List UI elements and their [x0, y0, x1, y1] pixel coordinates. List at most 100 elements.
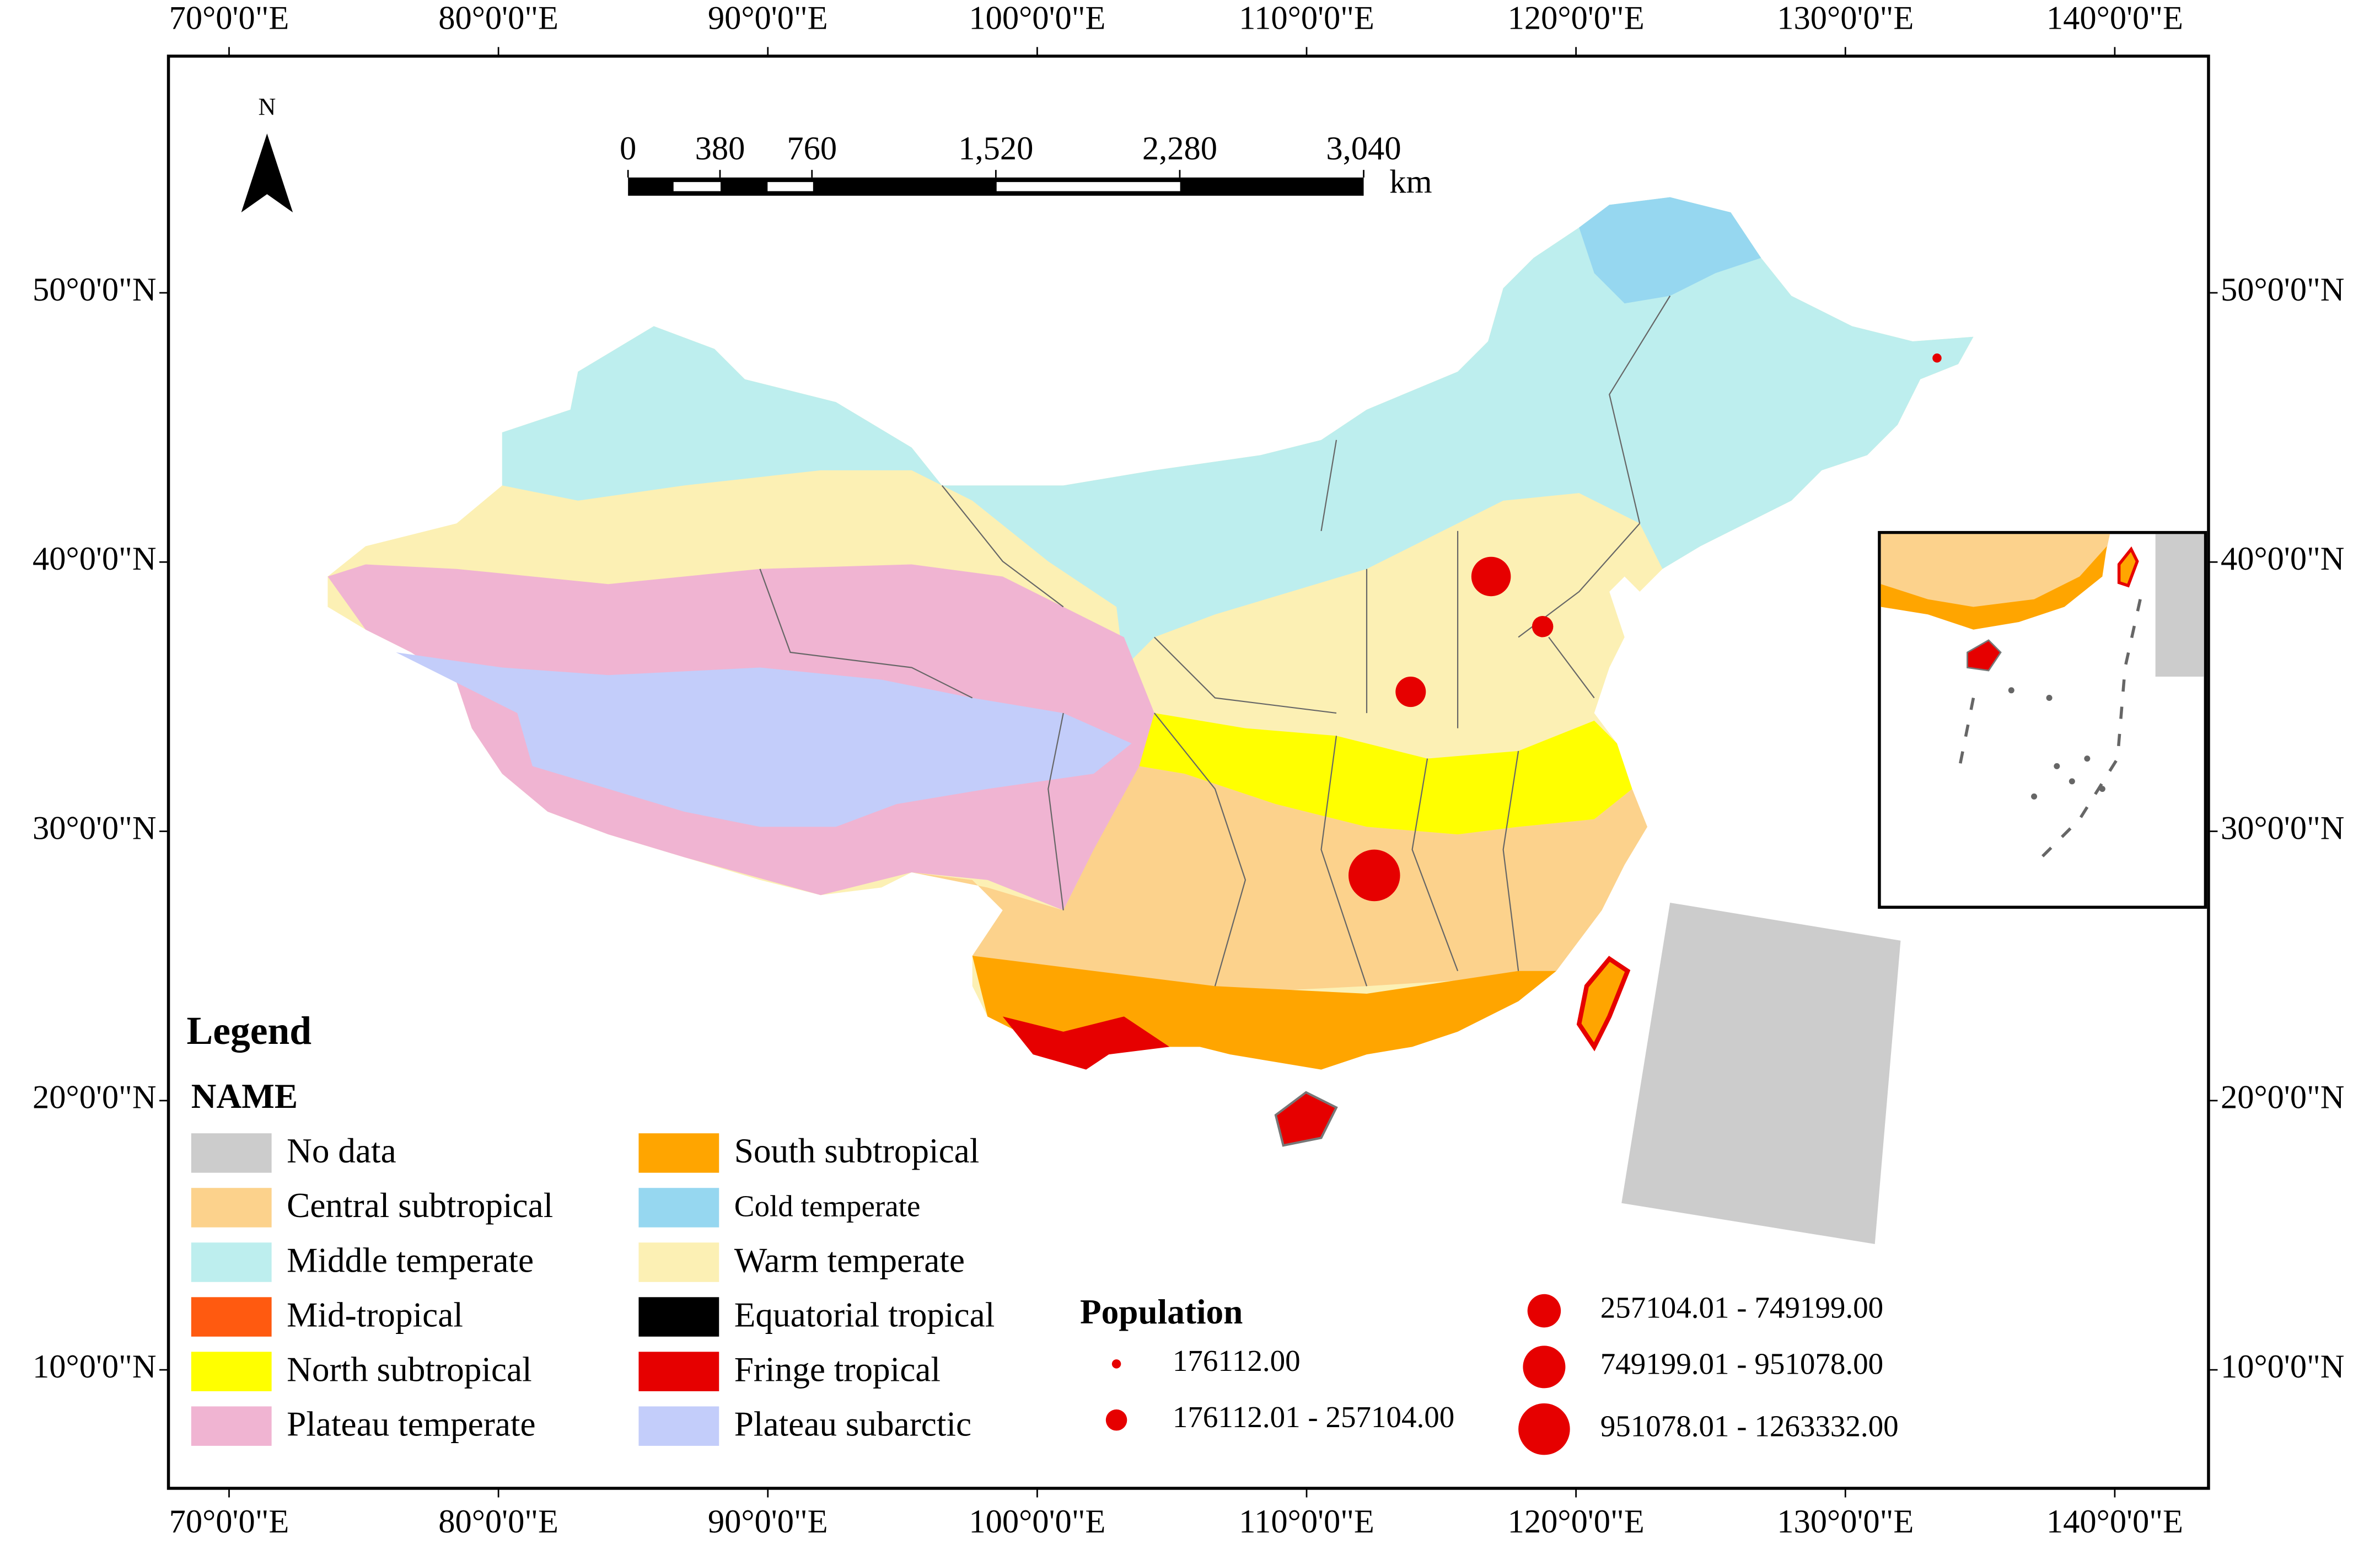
population-point — [1349, 849, 1400, 902]
population-point — [1932, 353, 1942, 363]
y-tick-label: 40°0'0"N — [2221, 540, 2345, 577]
y-tick-label: 30°0'0"N — [2221, 810, 2345, 846]
population-legend-title: Population — [1080, 1293, 1243, 1331]
x-tick-label: 70°0'0"E — [169, 1503, 289, 1540]
x-tick-label: 80°0'0"E — [438, 0, 558, 36]
y-tick-label: 10°0'0"N — [33, 1348, 157, 1385]
legend-swatch — [191, 1242, 272, 1282]
scale-label: 380 — [695, 130, 745, 167]
legend-label: Middle temperate — [287, 1241, 534, 1279]
middle-temperate-zone — [502, 197, 1974, 668]
y-tick-label: 20°0'0"N — [33, 1079, 157, 1116]
inset-hainan — [1967, 639, 2002, 672]
inset-islands — [2008, 687, 2105, 800]
x-tick-label: 140°0'0"E — [2046, 0, 2183, 36]
y-tick-label: 30°0'0"N — [33, 810, 157, 846]
population-point — [1471, 556, 1511, 597]
legend-swatch — [638, 1188, 719, 1228]
hainan-island — [1274, 1091, 1338, 1147]
x-tick-label: 100°0'0"E — [969, 1503, 1105, 1540]
north-arrow: N — [241, 93, 293, 213]
x-tick-label: 130°0'0"E — [1777, 0, 1914, 36]
inset-taiwan — [2117, 546, 2139, 588]
legend-swatch — [638, 1352, 719, 1391]
north-arrow-symbol — [241, 133, 293, 213]
taiwan-island — [1576, 956, 1631, 1052]
south-china-sea-area — [1621, 902, 1901, 1245]
central-subtropical-zone — [911, 766, 1647, 994]
legend-label: No data — [287, 1132, 396, 1170]
legend-label: South subtropical — [734, 1132, 980, 1170]
inset-no-data — [2155, 534, 2204, 677]
y-tick-label: 20°0'0"N — [2221, 1079, 2345, 1116]
legend-swatch — [191, 1297, 272, 1337]
scale-unit: km — [1389, 164, 1432, 201]
scale-label: 2,280 — [1142, 130, 1217, 167]
y-tick-label: 50°0'0"N — [2221, 271, 2345, 308]
legend-subtitle: NAME — [191, 1077, 298, 1116]
population-symbol — [1518, 1403, 1570, 1455]
y-tick-label: 10°0'0"N — [2221, 1348, 2345, 1385]
north-label: N — [258, 93, 276, 120]
x-tick-label: 130°0'0"E — [1777, 1503, 1914, 1540]
legend-label: Plateau temperate — [287, 1405, 535, 1443]
legend-label: Cold temperate — [734, 1189, 921, 1223]
north-subtropical-zone — [1139, 713, 1632, 835]
scale-label: 0 — [620, 130, 636, 167]
legend-label: Equatorial tropical — [734, 1295, 995, 1334]
legend-swatch — [191, 1352, 272, 1391]
x-tick-label: 140°0'0"E — [2046, 1503, 2183, 1540]
x-tick-label: 80°0'0"E — [438, 1503, 558, 1540]
population-symbol — [1111, 1359, 1121, 1369]
x-tick-label: 110°0'0"E — [1239, 1503, 1374, 1540]
legend-label: Fringe tropical — [734, 1350, 941, 1389]
x-tick-label: 90°0'0"E — [708, 0, 828, 36]
scale-bar-body — [628, 177, 1364, 196]
legend-swatch — [191, 1133, 272, 1173]
y-tick-label: 50°0'0"N — [33, 271, 157, 308]
cold-temperate-zone — [1579, 197, 1761, 304]
population-class-label: 951078.01 - 1263332.00 — [1600, 1409, 1899, 1443]
legend-swatch — [638, 1133, 719, 1173]
population-points — [1349, 353, 1942, 902]
province-boundaries — [759, 295, 1671, 987]
population-symbol — [1527, 1294, 1561, 1328]
scale-bar-segment — [996, 182, 1180, 191]
population-class-label: 749199.01 - 951078.00 — [1600, 1347, 1883, 1380]
scale-bar: km 0 380 760 1,520 2,280 3,040 — [620, 130, 1432, 201]
legend-swatch — [638, 1242, 719, 1282]
inset-south-subtropical — [1881, 546, 2107, 630]
population-symbol — [1523, 1346, 1566, 1389]
nine-dash-line — [1957, 599, 2142, 866]
population-symbol — [1105, 1409, 1127, 1431]
scale-label: 3,040 — [1326, 130, 1401, 167]
legend-label: North subtropical — [287, 1350, 532, 1389]
x-tick-label: 70°0'0"E — [169, 0, 289, 36]
x-tick-label: 120°0'0"E — [1508, 0, 1645, 36]
legend-swatch — [191, 1406, 272, 1446]
map-frame — [166, 55, 2210, 1490]
legend-label: Plateau subarctic — [734, 1405, 971, 1443]
legend-label: Warm temperate — [734, 1241, 965, 1279]
scale-bar-segment — [673, 182, 721, 191]
legend-swatch — [638, 1297, 719, 1337]
fringe-tropical-zone — [1002, 1016, 1170, 1070]
x-tick-label: 110°0'0"E — [1239, 0, 1374, 36]
legend-swatch — [191, 1188, 272, 1228]
legend-swatch — [638, 1406, 719, 1446]
plateau-subarctic-zone — [396, 652, 1132, 827]
population-class-label: 257104.01 - 749199.00 — [1600, 1291, 1883, 1325]
population-class-label: 176112.00 — [1173, 1344, 1301, 1378]
inset-map — [1878, 530, 2207, 909]
legend-label: Central subtropical — [287, 1186, 553, 1225]
scale-label: 760 — [787, 130, 837, 167]
x-tick-label: 90°0'0"E — [708, 1503, 828, 1540]
y-tick-label: 40°0'0"N — [33, 540, 157, 577]
population-class-label: 176112.01 - 257104.00 — [1173, 1400, 1454, 1434]
population-point — [1395, 677, 1426, 707]
population-point — [1532, 615, 1554, 637]
china-map — [327, 197, 1974, 1245]
scale-label: 1,520 — [958, 130, 1033, 167]
x-tick-label: 100°0'0"E — [969, 0, 1105, 36]
